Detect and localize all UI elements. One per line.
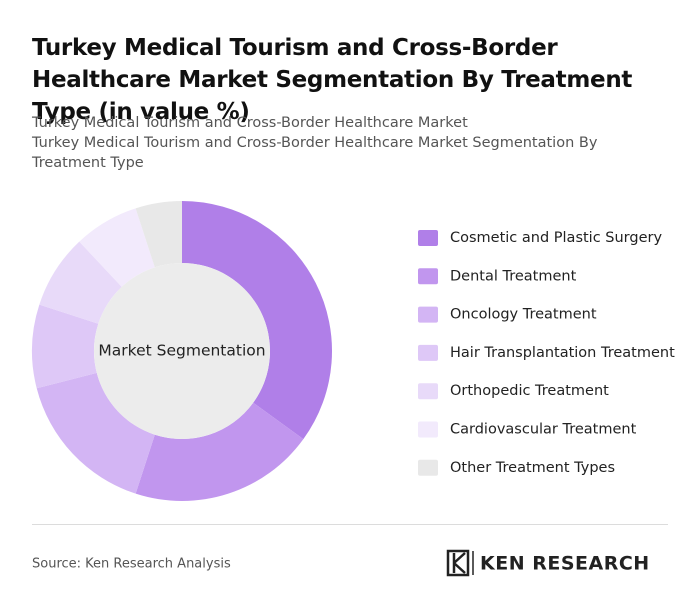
- legend-label: Orthopedic Treatment: [450, 383, 609, 399]
- pie-slice: [79, 208, 155, 287]
- legend-swatch: [418, 230, 438, 246]
- center-label: Market Segmentation: [98, 342, 265, 360]
- legend-swatch: [418, 306, 438, 323]
- pie-slice: [182, 201, 332, 440]
- legend-label: Cardiovascular Treatment: [450, 422, 637, 438]
- legend-swatch: [418, 459, 438, 476]
- brand: KEN RESEARCH: [480, 553, 650, 575]
- subtitle: Turkey Medical Tourism and Cross-Border …: [32, 135, 598, 171]
- pie-slice: [36, 372, 155, 494]
- legend-swatch: [418, 268, 438, 285]
- legend-label: Cosmetic and Plastic Surgery: [450, 230, 662, 246]
- pie-slice: [135, 201, 182, 268]
- legend-swatch: [418, 383, 438, 400]
- pie-slice: [135, 402, 304, 502]
- legend-label: Hair Transplantation Treatment: [450, 345, 675, 361]
- logo: KEN RESEARCH: [446, 549, 650, 577]
- legend-label: Dental Treatment: [450, 268, 577, 284]
- legend-swatch: [418, 421, 438, 438]
- donut-hole: [94, 263, 270, 439]
- legend-label: Other Treatment Types: [450, 460, 615, 476]
- legend-label: Oncology Treatment: [450, 307, 597, 323]
- source: Source: Ken Research Analysis: [32, 557, 231, 572]
- subtitle: Turkey Medical Tourism and Cross-Border …: [32, 115, 468, 131]
- pie-slice: [39, 241, 122, 324]
- legend-swatch: [418, 344, 438, 361]
- chart-title: Turkey Medical Tourism and Cross-Border …: [32, 35, 633, 125]
- pie-slice: [32, 304, 99, 389]
